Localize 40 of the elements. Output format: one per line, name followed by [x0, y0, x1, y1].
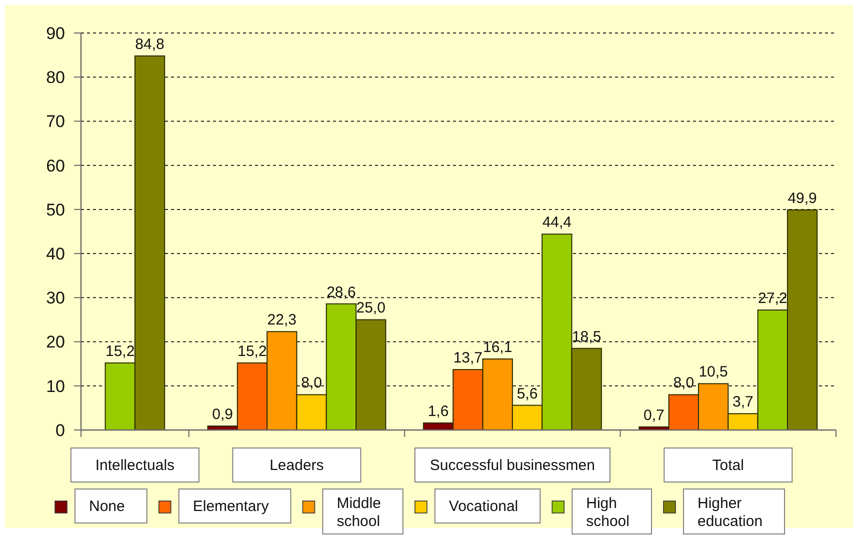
- y-tick-label: 60: [46, 156, 65, 176]
- data-label: 0,7: [644, 406, 664, 424]
- data-label: 84,8: [135, 36, 164, 53]
- data-label: 44,4: [542, 214, 572, 232]
- y-tick-label: 90: [46, 24, 65, 43]
- y-tick-label: 20: [46, 332, 65, 352]
- data-label: 28,6: [326, 284, 356, 301]
- legend-label: None: [89, 498, 125, 515]
- data-label: 1,6: [428, 402, 449, 420]
- data-label: 3,7: [732, 394, 754, 411]
- y-tick-label: 70: [46, 112, 65, 132]
- x-tick-label: Intellectuals: [95, 457, 175, 474]
- legend-label: Elementary: [192, 498, 270, 515]
- y-tick-label: 40: [46, 244, 65, 264]
- x-tick-label: Leaders: [270, 457, 324, 474]
- data-label: 49,9: [788, 190, 817, 207]
- data-label: 13,7: [453, 350, 483, 367]
- legend-label: Higher education: [697, 495, 763, 530]
- data-label: 15,2: [105, 342, 135, 360]
- x-tick-label: Total: [712, 457, 744, 474]
- data-label: 15,2: [238, 342, 267, 360]
- y-tick-label: 80: [46, 68, 65, 88]
- data-label: 22,3: [267, 312, 296, 329]
- legend-label: Middle school: [336, 495, 381, 530]
- y-tick-label: 10: [46, 376, 65, 396]
- y-tick-label: 0: [56, 420, 65, 440]
- y-tick-label: 30: [46, 288, 65, 308]
- data-label: 16,1: [482, 338, 512, 356]
- y-tick-label: 50: [46, 200, 65, 220]
- data-label: 27,2: [758, 290, 788, 308]
- legend-label: Vocational: [448, 498, 518, 515]
- data-label: 25,0: [356, 300, 386, 317]
- legend-label: High school: [586, 495, 630, 530]
- data-label: 8,0: [673, 374, 694, 392]
- data-label: 8,0: [301, 374, 322, 392]
- data-label: 0,9: [212, 406, 233, 424]
- data-label: 10,5: [698, 364, 728, 381]
- x-tick-label: Successful businessmen: [430, 457, 595, 474]
- data-label: 18,5: [572, 328, 602, 346]
- data-label: 5,6: [516, 385, 538, 402]
